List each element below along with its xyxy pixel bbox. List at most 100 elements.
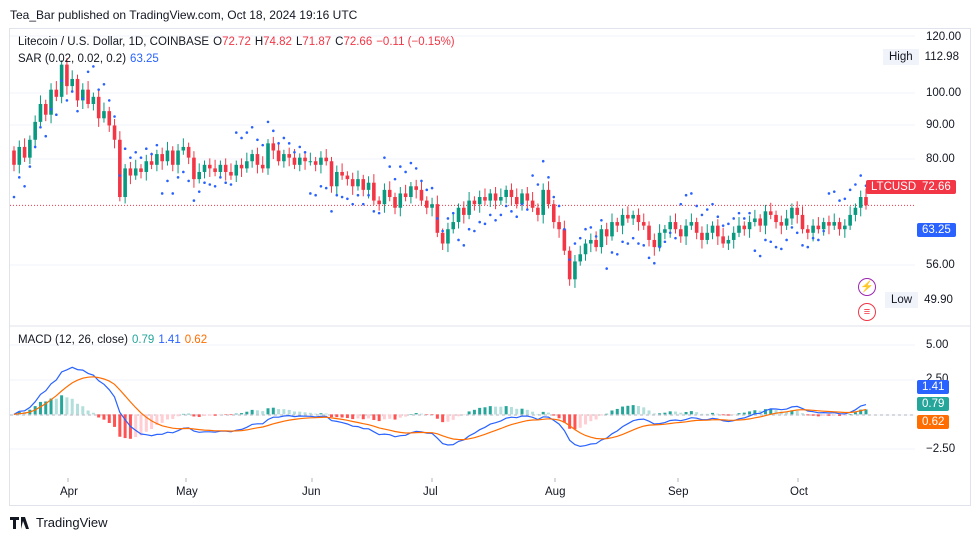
sar-dot [420, 179, 423, 183]
candle-body [610, 222, 614, 237]
macd-histogram-bar [546, 412, 550, 415]
candle-body [811, 225, 815, 233]
high-value: 74.82 [263, 36, 292, 48]
macd-histogram-bar [49, 398, 53, 415]
candle-body [589, 239, 593, 244]
sar-dot [367, 193, 370, 197]
us-flag-icon[interactable]: ≡ [858, 303, 876, 321]
candle-body [149, 161, 154, 165]
candle-body [816, 225, 821, 230]
macd-histogram-bar [525, 409, 529, 415]
macd-histogram-bar [250, 409, 254, 415]
macd-histogram-bar [462, 414, 466, 415]
sar-dot [457, 238, 460, 242]
macd-histogram-bar [229, 414, 233, 416]
sar-dot [653, 261, 656, 265]
sar-dot [727, 222, 730, 226]
macd-histogram-bar [763, 409, 767, 415]
sar-dot [436, 217, 439, 220]
candle-body [551, 204, 556, 223]
candle-body [350, 179, 355, 187]
macd-histogram-bar [351, 414, 355, 420]
candle-body [377, 200, 381, 205]
macd-histogram-bar [356, 414, 360, 419]
macd-line-value: 1.41 [158, 334, 181, 346]
macd-histogram-bar [853, 412, 857, 415]
candle-body [234, 164, 239, 176]
sar-dot [76, 109, 79, 113]
candle-body [451, 222, 456, 230]
chart-frame[interactable] [9, 28, 971, 506]
candle-body [250, 154, 254, 162]
sar-dot [536, 183, 540, 186]
macd-histogram-bar [689, 411, 693, 415]
sar-dot [626, 242, 630, 245]
macd-histogram-bar [562, 414, 566, 423]
macd-histogram-bar [589, 414, 593, 422]
sar-dot [547, 176, 550, 179]
candle-body [144, 161, 149, 172]
macd-histogram-bar [488, 406, 492, 415]
sar-dot [266, 120, 270, 124]
sar-legend: SAR (0.02, 0.02, 0.2) 63.25 [18, 53, 163, 65]
sar-dot [139, 156, 143, 159]
sar-dot [552, 195, 556, 199]
macd-histogram-bar [388, 414, 392, 419]
macd-histogram-bar [277, 409, 281, 415]
macd-histogram-bar [271, 407, 275, 415]
sar-dot [515, 215, 519, 218]
candle-body [276, 150, 281, 162]
candle-body [716, 225, 720, 237]
candle-body [795, 207, 800, 215]
sar-dot [351, 202, 354, 206]
sar-dot [155, 143, 159, 147]
sar-dot [785, 238, 788, 242]
candle-body [430, 204, 434, 208]
candle-body [805, 229, 810, 233]
sar-dot [510, 210, 513, 213]
candle-body [673, 222, 678, 230]
macd-histogram-bar [483, 407, 487, 415]
candle-body [440, 232, 445, 244]
sar-dot [594, 235, 598, 238]
macd-histogram-bar [372, 414, 376, 421]
sar-dot [129, 156, 132, 159]
candle-body [197, 171, 202, 180]
macd-histogram-bar [499, 406, 503, 415]
candle-body [329, 161, 334, 187]
sar-dot [340, 195, 344, 199]
macd-histogram-bar [181, 413, 185, 415]
time-label: Apr [60, 486, 78, 498]
macd-histogram-bar [652, 413, 656, 415]
sar-dot [160, 192, 164, 195]
macd-histogram-bar [631, 405, 635, 415]
candle-body [372, 182, 376, 201]
macd-histogram-bar [695, 412, 699, 415]
macd-histogram-bar [144, 414, 148, 432]
sar-dot [298, 145, 302, 149]
sar-dot [467, 227, 471, 231]
tv-logo-icon [10, 516, 29, 529]
candle-body [758, 218, 762, 226]
macd-histogram-bar [240, 413, 244, 415]
sar-dot [23, 184, 26, 188]
macd-histogram-bar [38, 401, 42, 415]
candle-body [43, 103, 48, 115]
sar-dot [39, 125, 42, 129]
candle-body [112, 125, 117, 140]
sar-dot [854, 183, 857, 186]
candle-body [102, 111, 106, 119]
candle-body [604, 229, 609, 237]
tradingview-logo[interactable]: TradingView [10, 515, 108, 530]
sar-dot [764, 238, 767, 242]
candle-body [118, 139, 122, 198]
candle-body [33, 121, 37, 140]
sar-dot [499, 213, 503, 217]
sar-dot [705, 208, 709, 211]
lightning-icon[interactable]: ⚡ [858, 278, 876, 296]
macd-histogram-bar [65, 397, 69, 415]
candle-body [742, 225, 747, 230]
sar-dot [287, 142, 291, 145]
candle-body [155, 154, 159, 165]
